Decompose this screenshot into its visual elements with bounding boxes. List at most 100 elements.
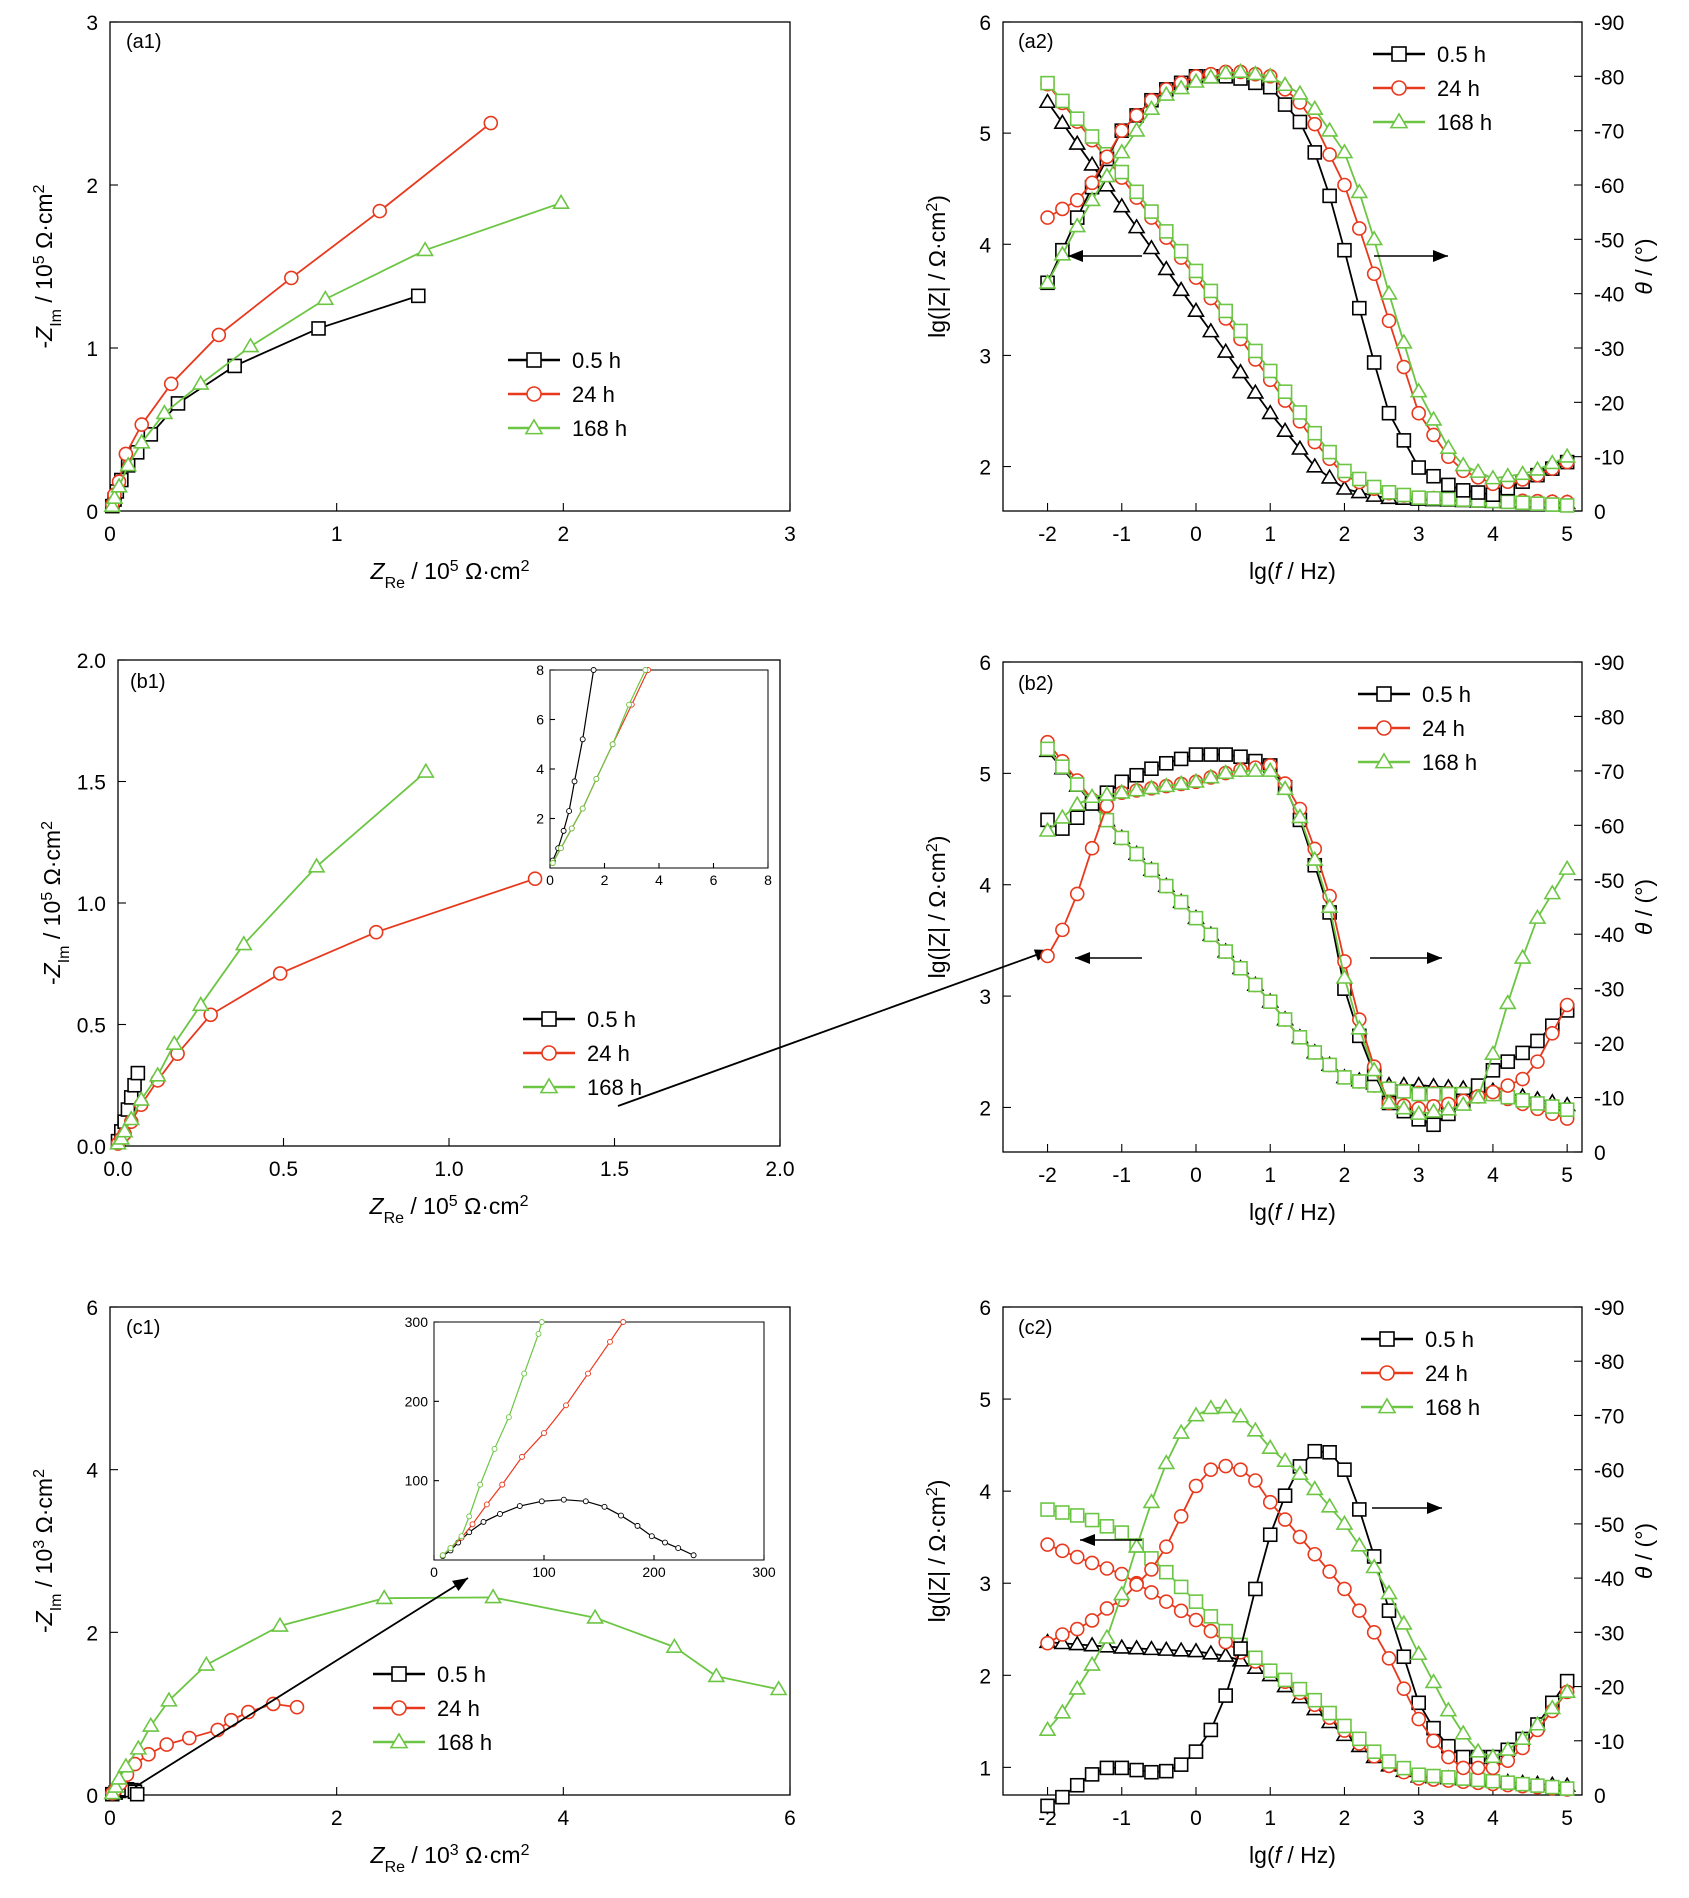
series-168h-phase (1038, 1398, 1577, 1764)
legend-marker (541, 1011, 557, 1027)
data-point (1055, 922, 1070, 938)
data-point (1305, 99, 1324, 115)
data-point (271, 1616, 289, 1632)
y2-tick-label: -50 (1594, 1514, 1624, 1537)
data-point (1069, 1621, 1085, 1637)
data-point (1038, 821, 1057, 837)
data-point (1053, 113, 1072, 129)
data-point (1040, 948, 1055, 964)
data-point (1112, 783, 1131, 799)
x-tick-label: 4 (1487, 1807, 1499, 1830)
data-point (1157, 260, 1176, 276)
data-point (1409, 1104, 1428, 1120)
data-point (165, 1034, 184, 1050)
data-point (1261, 761, 1280, 777)
data-point (1099, 1561, 1115, 1576)
y2-tick-label: -70 (1594, 761, 1624, 784)
data-point (1188, 1478, 1204, 1494)
y-tick-label: 1.5 (77, 772, 106, 795)
data-point (1277, 1012, 1293, 1027)
data-point (1172, 1423, 1191, 1439)
x-tick-label: 5 (1561, 523, 1573, 546)
data-point (1068, 134, 1087, 150)
y2-tick-label: 0 (1594, 1142, 1606, 1165)
data-point (1203, 747, 1219, 762)
y-tick-label: 4 (979, 234, 991, 257)
data-point (1500, 1078, 1516, 1093)
data-point (197, 1655, 216, 1671)
data-point (1426, 491, 1441, 506)
data-point (1543, 1699, 1562, 1715)
data-point (1099, 1760, 1115, 1776)
data-point (1320, 1497, 1339, 1513)
x-tick-label: 1 (1264, 1164, 1276, 1187)
data-point (1129, 1762, 1144, 1778)
data-point (134, 417, 150, 432)
data-point (1424, 410, 1443, 426)
x-axis-label: lg(f / Hz) (1249, 1199, 1336, 1225)
plot-frame (109, 21, 791, 512)
y-tick-label: 6 (979, 652, 991, 675)
data-point (1068, 1635, 1087, 1651)
data-point (1068, 217, 1087, 233)
data-point (1322, 1705, 1337, 1721)
data-point (1188, 1612, 1204, 1628)
inset-data-point (609, 741, 616, 748)
x-tick-label: 1.0 (434, 1158, 463, 1181)
data-point (1084, 129, 1100, 144)
inset-data-point (505, 1414, 512, 1421)
data-point (1352, 1502, 1367, 1517)
inset-x-tick-label: 0 (546, 872, 554, 888)
data-point (1469, 1088, 1487, 1104)
legend-entry: 168 h (1425, 1395, 1480, 1420)
data-point (1188, 1594, 1204, 1609)
data-point (1159, 224, 1174, 239)
data-point (1305, 850, 1324, 866)
data-point (1248, 1473, 1263, 1488)
data-point (707, 1667, 726, 1683)
y2-tick-label: -40 (1594, 1568, 1624, 1591)
inset-x-tick-label: 200 (642, 1564, 666, 1580)
data-point (289, 1699, 305, 1715)
data-point (1114, 123, 1130, 138)
direction-arrow-head (1068, 250, 1083, 262)
data-point (1337, 463, 1352, 479)
data-point (1114, 164, 1130, 180)
legend-entry: 0.5 h (1422, 682, 1471, 707)
data-point (1248, 1650, 1263, 1666)
data-point (1055, 1789, 1070, 1805)
y-tick-label: 5 (979, 763, 991, 786)
y2-tick-label: -10 (1594, 1088, 1624, 1111)
data-point (1231, 363, 1250, 379)
data-point (1084, 1512, 1100, 1528)
inset-data-point (563, 1402, 569, 1409)
inset-data-point (491, 1445, 498, 1452)
data-point (1276, 75, 1294, 92)
data-point (1528, 1715, 1547, 1731)
data-point (1500, 494, 1516, 510)
inset-data-point (618, 1512, 624, 1519)
data-point (234, 935, 253, 951)
data-point (1469, 462, 1487, 478)
series-168h (103, 193, 570, 513)
data-point (1292, 114, 1308, 130)
data-point (1455, 483, 1471, 498)
zoom-arrow-head (452, 1578, 468, 1592)
y2-tick-label: -70 (1594, 121, 1624, 144)
data-point (1069, 777, 1085, 792)
data-point (1083, 787, 1101, 804)
data-point (1441, 1770, 1456, 1785)
legend-marker (524, 418, 544, 435)
inset-data-point (557, 845, 564, 852)
legend-marker (1374, 752, 1394, 769)
data-point (1439, 1701, 1458, 1717)
data-point (1231, 1407, 1250, 1423)
data-point (1068, 795, 1087, 811)
inset-data-point (447, 1545, 454, 1552)
data-point (1337, 1462, 1352, 1477)
data-point (1366, 1625, 1382, 1640)
data-point (1543, 454, 1562, 470)
legend-entry: 168 h (587, 1075, 642, 1100)
data-point (1188, 910, 1204, 926)
y-tick-label: 6 (979, 12, 991, 35)
